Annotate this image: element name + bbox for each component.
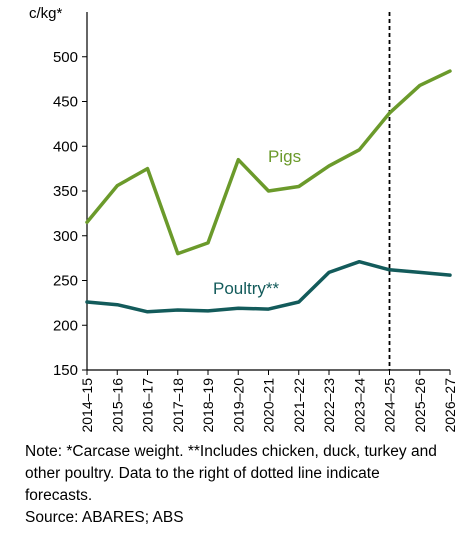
- x-tick-label: 2019–20: [230, 378, 246, 433]
- x-tick-label: 2015–16: [109, 378, 125, 433]
- y-axis-label: c/kg*: [29, 5, 63, 22]
- chart-note: Note: *Carcase weight. **Includes chicke…: [25, 441, 455, 529]
- series-group: [85, 69, 452, 314]
- x-tick-label: 2025–26: [412, 378, 428, 433]
- series-label-poultry: Poultry**: [213, 279, 280, 298]
- series-line-pigs: [85, 69, 452, 256]
- y-tick-label: 450: [53, 94, 78, 111]
- y-tick-label: 250: [53, 273, 78, 290]
- note-line-2: other poultry. Data to the right of dott…: [25, 465, 380, 482]
- y-tick-label: 200: [53, 317, 78, 334]
- y-tick-label: 500: [53, 49, 78, 66]
- note-line-3: forecasts.: [25, 487, 93, 504]
- x-tick-label: 2026–27: [442, 378, 458, 433]
- x-tick-label: 2023–24: [351, 378, 367, 433]
- y-tick-label: 400: [53, 138, 78, 155]
- x-tick-label: 2017–18: [170, 378, 186, 433]
- y-tick-label: 150: [53, 362, 78, 379]
- series-label-pigs: Pigs: [268, 147, 301, 166]
- x-tick-label: 2024–25: [382, 378, 398, 433]
- y-tick-label: 350: [53, 183, 78, 200]
- x-tick-label: 2020–21: [261, 378, 277, 433]
- y-tick-label: 300: [53, 228, 78, 245]
- x-tick-label: 2021–22: [291, 378, 307, 433]
- x-tick-label: 2014–15: [79, 378, 95, 433]
- note-line-1: Note: *Carcase weight. **Includes chicke…: [25, 443, 437, 460]
- x-tick-label: 2022–23: [321, 378, 337, 433]
- source-line: Source: ABARES; ABS: [25, 509, 184, 526]
- x-tick-label: 2016–17: [140, 378, 156, 433]
- x-tick-label: 2018–19: [200, 378, 216, 433]
- y-axis: 150 200 250 300 350 400 450 500: [53, 12, 88, 379]
- x-axis: 2014–15 2015–16 2016–17 2017–18 2018–19 2019–…: [79, 369, 458, 433]
- series-line-poultry: [85, 259, 452, 314]
